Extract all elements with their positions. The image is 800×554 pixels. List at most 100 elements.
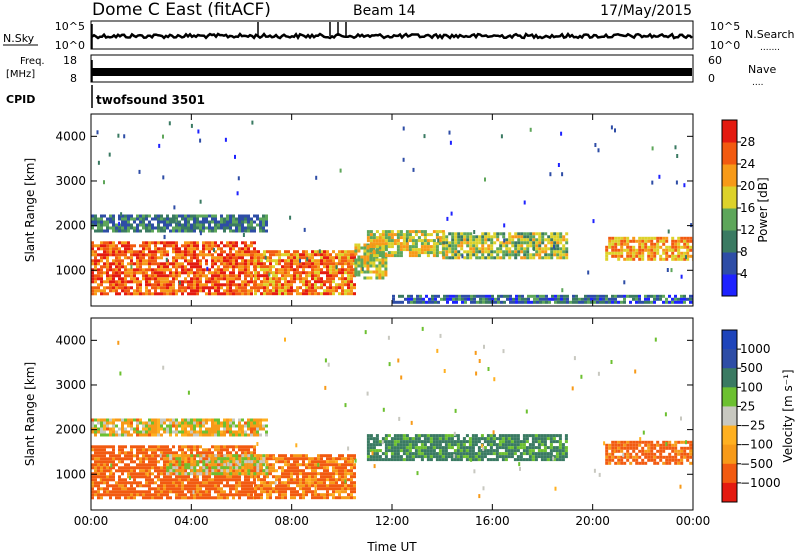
echo-cell	[236, 191, 239, 196]
echo-cell	[662, 257, 666, 261]
echo-cell	[190, 262, 193, 266]
echo-cell	[202, 430, 205, 434]
echo-cell	[214, 262, 217, 266]
echo-cell	[533, 246, 535, 251]
echo-cell	[495, 458, 499, 462]
echo-cell	[656, 245, 660, 249]
echo-cell	[91, 490, 94, 494]
echo-cell	[190, 460, 194, 464]
echo-cell	[683, 239, 687, 243]
echo-cell	[130, 496, 133, 500]
echo-cell	[166, 469, 170, 473]
echo-cell	[528, 449, 532, 453]
echo-cell	[284, 271, 287, 275]
echo-cell	[558, 452, 562, 456]
echo-cell	[265, 214, 268, 218]
echo-cell	[332, 493, 335, 497]
echo-cell	[124, 277, 127, 281]
echo-cell	[329, 277, 332, 281]
echo-cell	[462, 449, 466, 453]
echo-cell	[275, 487, 278, 491]
echo-cell	[293, 277, 296, 281]
echo-cell	[686, 257, 690, 261]
echo-cell	[234, 154, 236, 159]
echo-cell	[130, 277, 133, 281]
echo-cell	[314, 493, 317, 497]
echo-cell	[109, 418, 112, 422]
echo-cell	[629, 248, 633, 252]
echo-cell	[605, 446, 609, 450]
echo-cell	[381, 276, 385, 280]
echo-cell	[381, 248, 385, 252]
noise-trace	[90, 22, 693, 49]
echo-cell	[226, 241, 229, 245]
echo-cell	[181, 490, 184, 494]
echo-cell	[284, 283, 287, 287]
echo-cell	[193, 226, 196, 230]
echo-cell	[302, 478, 305, 482]
echo-cell	[461, 300, 464, 304]
echo-cell	[190, 259, 193, 263]
echo-cell	[106, 490, 109, 494]
echo-cell	[115, 418, 118, 422]
echo-cell	[429, 233, 433, 237]
echo-cell	[341, 292, 344, 296]
echo-cell	[115, 283, 118, 287]
echo-cell	[269, 283, 272, 287]
echo-cell	[97, 226, 100, 230]
echo-cell	[558, 455, 562, 459]
freq-unit: [MHz]	[6, 69, 35, 80]
echo-cell	[320, 493, 323, 497]
echo-cell	[269, 469, 272, 473]
echo-cell	[94, 256, 97, 260]
echo-cell	[317, 496, 320, 500]
echo-cell	[133, 244, 136, 248]
echo-cell	[136, 292, 139, 296]
echo-cell	[187, 262, 190, 266]
echo-cell	[617, 257, 621, 261]
echo-cell	[115, 463, 118, 467]
echo-cell	[190, 421, 193, 425]
echo-cell	[115, 292, 118, 296]
echo-cell	[590, 297, 593, 301]
echo-cell	[451, 247, 455, 251]
echo-cell	[372, 258, 376, 262]
echo-cell	[605, 300, 608, 304]
echo-cell	[323, 259, 326, 263]
echo-cell	[136, 268, 139, 272]
echo-cell	[266, 490, 269, 494]
echo-cell	[139, 430, 142, 434]
echo-cell	[223, 289, 226, 293]
echo-cell	[559, 253, 563, 257]
echo-cell	[438, 236, 442, 240]
echo-cell	[184, 256, 187, 260]
echo-cell	[563, 300, 566, 304]
echo-cell	[302, 496, 305, 500]
echo-cell	[172, 292, 175, 296]
echo-cell	[293, 487, 296, 491]
echo-cell	[112, 421, 115, 425]
echo-cell	[653, 257, 657, 261]
echo-cell	[232, 418, 235, 422]
echo-cell	[175, 289, 178, 293]
echo-cell	[513, 449, 517, 453]
echo-cell	[124, 220, 127, 224]
echo-cell	[166, 265, 169, 269]
echo-cell	[290, 280, 293, 284]
echo-cell	[232, 229, 235, 233]
echo-cell	[244, 220, 247, 224]
echo-cell	[196, 220, 199, 224]
echo-cell	[529, 235, 533, 239]
echo-cell	[329, 274, 332, 278]
echo-cell	[211, 214, 214, 218]
echo-cell	[372, 446, 376, 450]
echo-cell	[296, 475, 299, 479]
echo-cell	[542, 297, 545, 301]
echo-cell	[202, 271, 205, 275]
echo-cell	[438, 239, 442, 243]
echo-cell	[677, 257, 681, 261]
echo-cell	[659, 257, 663, 261]
echo-cell	[638, 300, 641, 304]
echo-cell	[412, 167, 415, 172]
echo-cell	[558, 443, 562, 447]
